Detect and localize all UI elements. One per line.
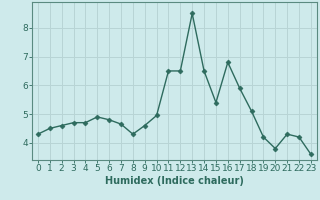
X-axis label: Humidex (Indice chaleur): Humidex (Indice chaleur) [105,176,244,186]
